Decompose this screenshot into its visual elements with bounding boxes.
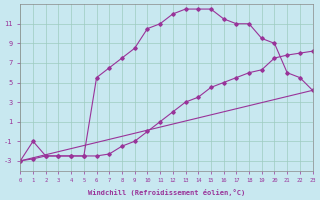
X-axis label: Windchill (Refroidissement éolien,°C): Windchill (Refroidissement éolien,°C) (88, 189, 245, 196)
